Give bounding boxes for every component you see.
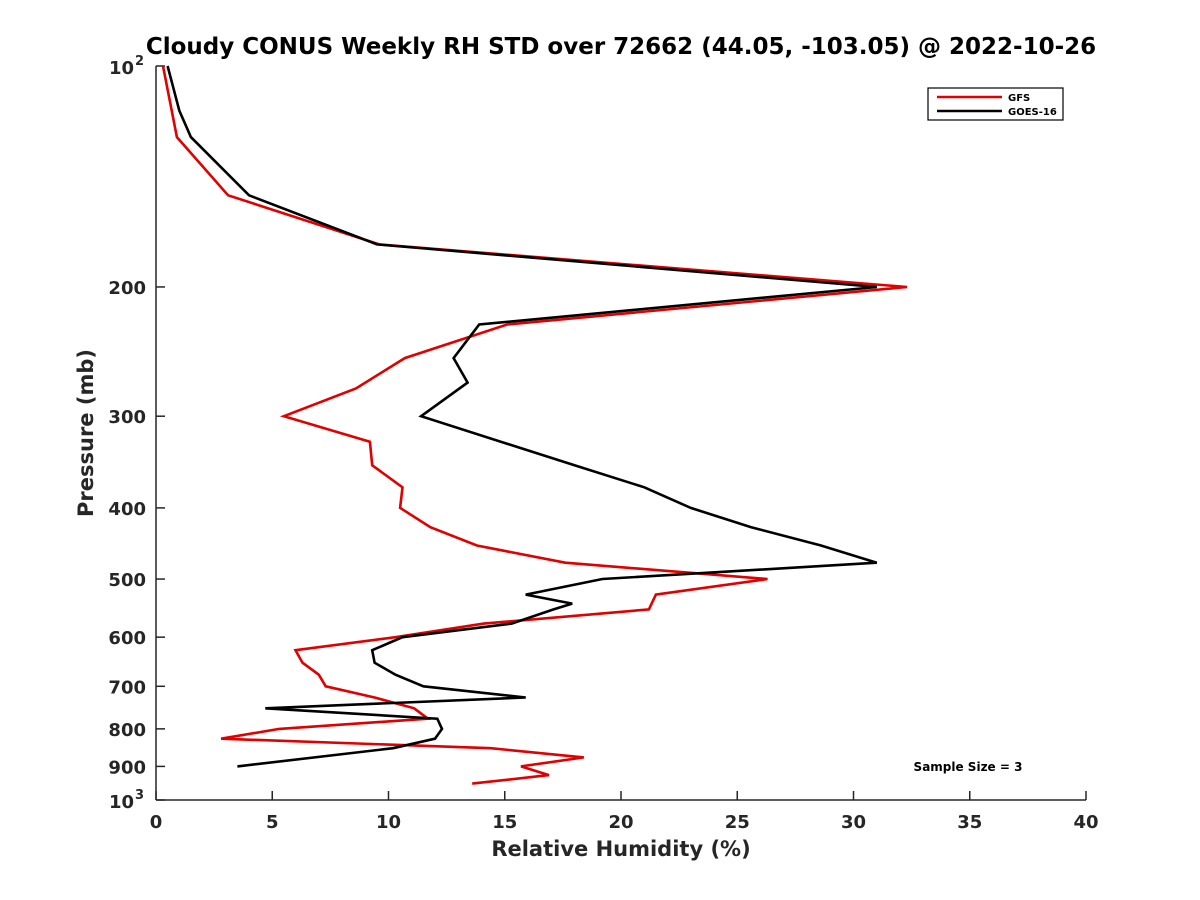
y-tick-label: 900 (108, 757, 146, 778)
x-tick-label: 10 (376, 812, 401, 833)
legend-entries: GFS GOES-16 (937, 93, 1057, 118)
x-ticks: 0 5 10 15 20 25 30 35 40 (150, 791, 1099, 833)
y-tick-label-base: 10 (109, 58, 134, 79)
x-tick-label: 30 (841, 812, 866, 833)
y-tick-label: 500 (108, 570, 146, 591)
y-tick-label-base: 10 (109, 792, 134, 813)
y-tick-label: 10 (109, 792, 134, 813)
y-tick-label-exponent: 3 (135, 788, 144, 803)
x-tick-label: 5 (266, 812, 279, 833)
legend-label: GFS (1008, 93, 1030, 104)
legend-box (927, 87, 1064, 121)
chart-title: Cloudy CONUS Weekly RH STD over 72662 (4… (146, 34, 1096, 60)
series-line-gfs (161, 65, 908, 785)
y-tick-label: 10 (109, 58, 134, 79)
x-tick-label: 35 (957, 812, 982, 833)
x-tick-label: 40 (1073, 812, 1098, 833)
y-tick-label: 800 (108, 720, 146, 741)
x-axis-label: Relative Humidity (%) (491, 837, 750, 861)
series-lines (161, 65, 908, 785)
x-tick-label: 0 (150, 812, 163, 833)
axes (155, 66, 1086, 801)
y-tick-label: 300 (108, 407, 146, 428)
y-axis-label: Pressure (mb) (74, 349, 98, 517)
y-tick-label-exponent: 2 (135, 54, 144, 69)
y-tick-label: 400 (108, 499, 146, 520)
y-tick-label: 700 (108, 677, 146, 698)
plot-area: 0 5 10 15 20 25 30 35 40 10 220030040050060070080… (108, 54, 1098, 833)
series-line-goes-16 (166, 65, 878, 768)
sample-size-annotation: Sample Size = 3 (914, 760, 1023, 774)
y-tick-label: 200 (108, 278, 146, 299)
x-tick-label: 25 (725, 812, 750, 833)
x-tick-label: 20 (608, 812, 633, 833)
legend: GFS GOES-16 (927, 87, 1064, 121)
legend-label: GOES-16 (1008, 107, 1057, 118)
y-tick-label: 600 (108, 628, 146, 649)
x-tick-label: 15 (492, 812, 517, 833)
